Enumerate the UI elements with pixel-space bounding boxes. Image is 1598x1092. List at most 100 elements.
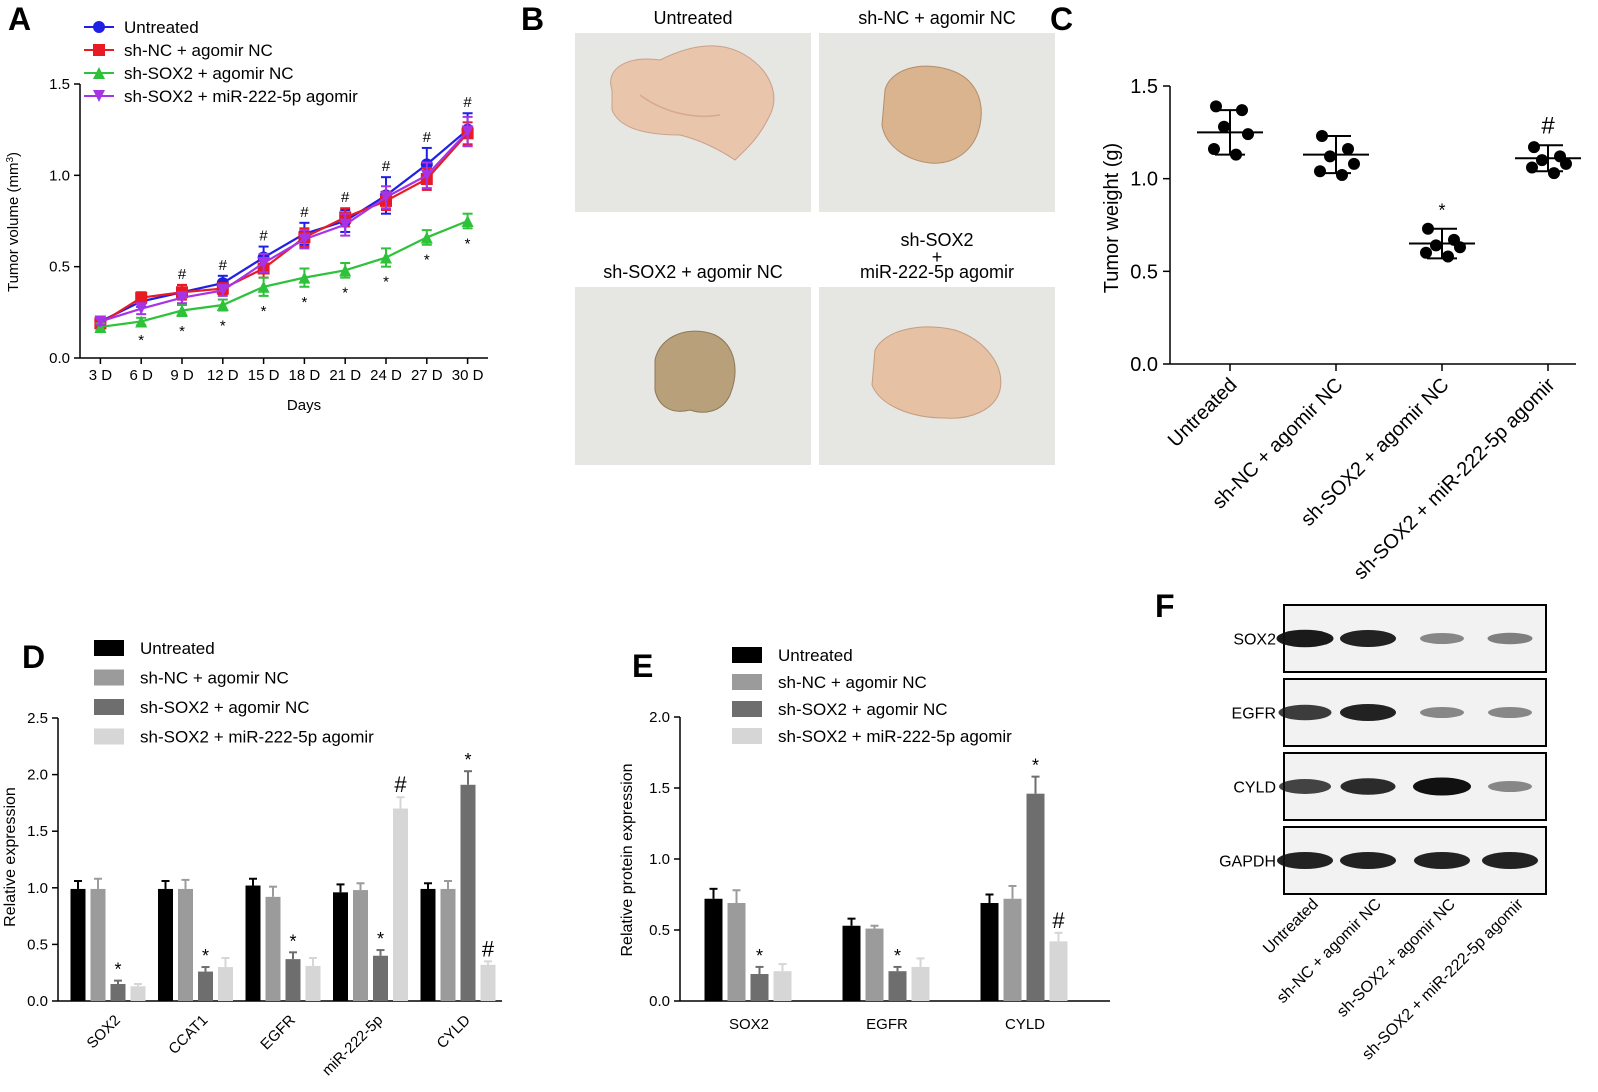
panel-d-bar (110, 984, 126, 1001)
blot-row-label: EGFR (1232, 706, 1276, 723)
tumor-untreated-crease (639, 94, 721, 118)
blot-band (1279, 779, 1331, 794)
photo-label-rescue-line2: + (932, 247, 943, 267)
panel-d-significance-label: * (202, 946, 209, 966)
panel-c-point (1528, 141, 1540, 154)
panel-a-hash-label: # (463, 94, 472, 111)
panel-a-star-label: * (179, 323, 185, 340)
blot-lane-label: sh-SOX2 + agomir NC (1334, 896, 1459, 1021)
panel-a-y-tick-label: 0.0 (49, 350, 70, 367)
panel-c-point (1548, 167, 1560, 180)
panel-a-x-tick-label: 6 D (130, 367, 154, 384)
panel-e-y-axis-label: Relative protein expression (619, 764, 636, 957)
panel-d-bar (333, 892, 348, 1001)
panel-a-star-label: * (301, 294, 307, 311)
panel-a-star-label: * (424, 252, 430, 269)
panel-a-point (216, 299, 229, 312)
panel-a-star-label: * (383, 274, 389, 291)
panel-d-bar (480, 964, 496, 1001)
tumor-shsox2 (654, 330, 736, 413)
panel-a-legend-marker (93, 67, 105, 79)
panel-a-x-tick-label: 15 D (248, 367, 280, 384)
panel-a-y-label-sup: 3 (5, 157, 16, 163)
panel-d-bar (265, 896, 281, 1001)
panel-a-point (135, 315, 148, 328)
panel-a-hash-label: # (341, 189, 350, 206)
panel-c-y-tick-label: 1.0 (1130, 169, 1158, 191)
blot-band (1340, 852, 1396, 869)
panel-a-hash-label: # (300, 204, 309, 221)
panel-a-y-axis-label: Tumor volume (mm3) (5, 152, 22, 292)
panel-a-point (298, 271, 311, 284)
panel-d-legend-label: sh-NC + agomir NC (140, 669, 289, 688)
panel-e-bar (911, 966, 930, 1001)
panel-d-x-tick-label: SOX2 (84, 1012, 124, 1052)
panel-c-point (1560, 157, 1572, 170)
panel-a-x-tick-label: 18 D (289, 367, 321, 384)
panel-e-significance-label: * (1032, 756, 1039, 776)
panel-b-tumor-photos: Untreated sh-NC + agomir NC sh-SOX2 + ag… (575, 8, 1055, 465)
blot-band (1420, 633, 1464, 644)
panel-a-series-line-3 (100, 130, 469, 323)
panel-a-legend-label: sh-NC + agomir NC (124, 41, 273, 60)
panel-d-y-tick-label: 0.5 (27, 936, 48, 953)
photo-label-untreated: Untreated (653, 8, 732, 28)
panel-a-star-label: * (138, 332, 144, 349)
panel-a-series-line-1 (99, 132, 469, 325)
blot-band (1340, 778, 1396, 795)
panel-c-point (1420, 246, 1432, 259)
panel-c-y-tick-label: 0.5 (1130, 261, 1158, 283)
panel-a-series-line-2 (100, 219, 469, 329)
panel-e-significance-label: * (756, 946, 763, 966)
blot-band (1276, 629, 1334, 648)
panel-a-point (257, 257, 270, 270)
tumor-untreated (610, 45, 775, 161)
panel-a-y-tick-label: 0.5 (49, 259, 70, 276)
panel-c-x-tick-label: Untreated (1164, 374, 1242, 452)
panel-d-legend-label: Untreated (140, 639, 215, 658)
panel-c-point (1208, 143, 1220, 156)
blot-band (1278, 704, 1332, 721)
panel-e-legend-label: Untreated (778, 646, 853, 665)
panel-e-bar (750, 974, 769, 1001)
panel-e-legend-swatch (732, 701, 762, 717)
panel-c-y-tick-label: 0.0 (1130, 354, 1158, 376)
panel-a-legend-marker (93, 90, 105, 102)
panel-d-bar (198, 971, 213, 1001)
panel-c-point (1348, 157, 1360, 170)
panel-a-point (339, 264, 352, 277)
panel-e-legend-swatch (732, 728, 762, 744)
panel-c-point (1324, 150, 1336, 163)
panel-letter-f: F (1155, 588, 1175, 624)
panel-d-legend-swatch (94, 699, 124, 715)
panel-e-bar (1049, 941, 1068, 1001)
blot-band (1340, 704, 1396, 721)
panel-a-x-tick-label: 27 D (411, 367, 443, 384)
panel-d-bar-chart: Relative expression 0.0 0.5 1.0 1.5 2.0 2.5 SO… (2, 639, 502, 1079)
panel-d-bar (373, 955, 388, 1001)
blot-band (1488, 781, 1532, 792)
panel-a-y-label-main: Tumor volume (mm (5, 163, 22, 292)
panel-d-bar (393, 808, 408, 1001)
panel-e-bar-chart: Relative protein expression 0.0 0.5 1.0 1.5… (619, 646, 1110, 1033)
panel-e-bar (773, 971, 792, 1001)
panel-d-x-tick-label: CYLD (434, 1012, 474, 1052)
panel-e-bar (727, 903, 746, 1001)
panel-d-bar (178, 888, 193, 1001)
panel-a-point (380, 251, 392, 264)
panel-e-bar (1003, 898, 1022, 1001)
panel-d-significance-label: # (482, 936, 495, 961)
panel-a-point (461, 215, 474, 227)
panel-a-point (461, 125, 474, 138)
blot-row-label: CYLD (1233, 780, 1276, 797)
panel-e-x-tick-label: EGFR (866, 1016, 908, 1033)
panel-e-legend-swatch (732, 674, 762, 690)
panel-a-y-label-end: ) (5, 152, 22, 157)
panel-c-point (1242, 128, 1254, 141)
panel-c-point (1536, 154, 1548, 167)
tumor-rescue (871, 326, 1002, 419)
panel-a-x-tick-label: 21 D (329, 367, 361, 384)
photo-label-rescue-line3: miR-222-5p agomir (860, 262, 1014, 282)
panel-d-bar (440, 888, 456, 1001)
